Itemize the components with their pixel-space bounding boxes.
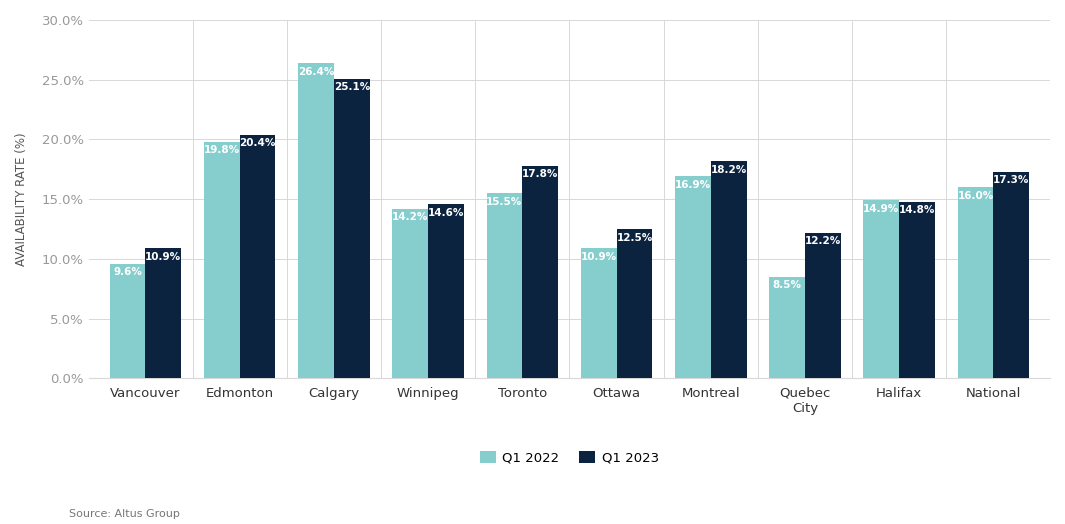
- Text: Source: Altus Group: Source: Altus Group: [69, 509, 180, 519]
- Y-axis label: AVAILABILITY RATE (%): AVAILABILITY RATE (%): [15, 133, 28, 266]
- Bar: [769, 277, 805, 378]
- Bar: [203, 142, 240, 378]
- Bar: [805, 233, 840, 378]
- Bar: [298, 63, 333, 378]
- Bar: [333, 79, 370, 378]
- Text: 18.2%: 18.2%: [710, 165, 747, 174]
- Bar: [957, 187, 994, 378]
- Bar: [675, 177, 710, 378]
- Bar: [994, 172, 1029, 378]
- Bar: [617, 229, 653, 378]
- Text: 14.8%: 14.8%: [899, 205, 935, 215]
- Bar: [710, 161, 747, 378]
- Text: 25.1%: 25.1%: [333, 82, 370, 92]
- Text: 15.5%: 15.5%: [487, 197, 523, 207]
- Bar: [580, 248, 617, 378]
- Text: 14.9%: 14.9%: [864, 204, 900, 214]
- Text: 10.9%: 10.9%: [145, 252, 181, 262]
- Text: 16.9%: 16.9%: [675, 180, 711, 190]
- Text: 16.0%: 16.0%: [957, 191, 994, 201]
- Text: 14.6%: 14.6%: [428, 208, 464, 217]
- Bar: [146, 248, 181, 378]
- Text: 19.8%: 19.8%: [203, 146, 240, 156]
- Bar: [487, 193, 522, 378]
- Text: 26.4%: 26.4%: [298, 67, 334, 77]
- Text: 20.4%: 20.4%: [240, 138, 276, 148]
- Text: 10.9%: 10.9%: [580, 252, 617, 262]
- Bar: [428, 204, 464, 378]
- Text: 8.5%: 8.5%: [772, 280, 802, 290]
- Bar: [899, 202, 935, 378]
- Text: 17.8%: 17.8%: [522, 169, 558, 179]
- Text: 17.3%: 17.3%: [994, 176, 1030, 185]
- Text: 9.6%: 9.6%: [113, 267, 142, 277]
- Legend: Q1 2022, Q1 2023: Q1 2022, Q1 2023: [475, 446, 665, 470]
- Bar: [240, 135, 276, 378]
- Bar: [392, 209, 428, 378]
- Bar: [522, 166, 558, 378]
- Text: 14.2%: 14.2%: [392, 212, 428, 222]
- Text: 12.2%: 12.2%: [805, 236, 841, 246]
- Bar: [864, 200, 899, 378]
- Text: 12.5%: 12.5%: [617, 233, 653, 243]
- Bar: [110, 264, 146, 378]
